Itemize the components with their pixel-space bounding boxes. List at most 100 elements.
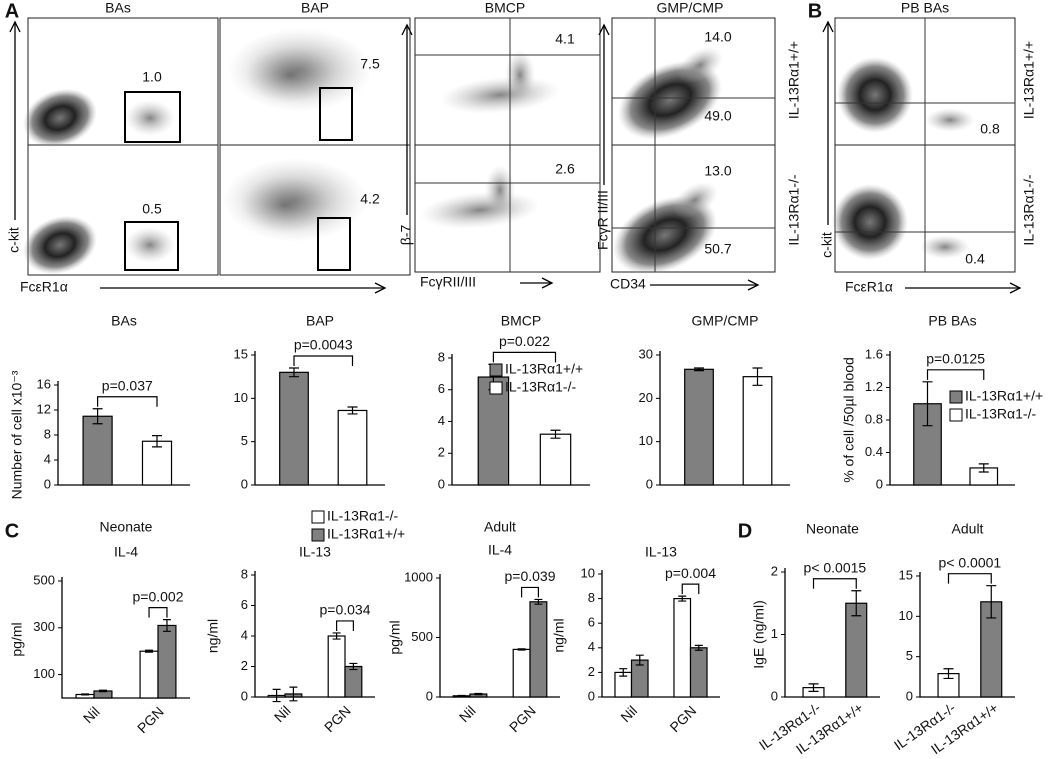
- bar: [529, 601, 548, 698]
- significance-bracket: [926, 369, 985, 380]
- error-bar: [922, 381, 933, 427]
- x-tick-label: Nil: [456, 702, 479, 725]
- flow-axis-label: β-7: [398, 225, 414, 246]
- group-title: Neonate: [100, 519, 153, 535]
- error-bar: [635, 654, 644, 666]
- p-value: p=0.0125: [926, 351, 985, 367]
- p-value: p=0.022: [499, 333, 550, 349]
- y-tick-label: 6: [241, 597, 248, 612]
- y-tick-label: 10: [234, 390, 248, 405]
- y-tick-label: 0: [876, 476, 883, 491]
- y-tick-label: 2: [771, 563, 778, 578]
- y-tick-label: 4: [44, 451, 51, 466]
- legend-label: IL-13Rα1+/+: [327, 526, 405, 542]
- error-bar: [534, 598, 543, 605]
- y-tick-label: 5: [241, 433, 248, 448]
- gate: [124, 91, 181, 143]
- y-tick-label: 8: [44, 426, 51, 441]
- bar: [327, 635, 346, 698]
- y-tick-label: 0: [44, 476, 51, 491]
- y-tick-label: 0.4: [865, 444, 883, 459]
- arrow-head: [822, 20, 834, 33]
- p-value: p=0.039: [505, 568, 556, 584]
- chart-title: Neonate: [806, 521, 859, 537]
- y-tick-label: 300: [33, 619, 55, 634]
- bar: [344, 665, 363, 698]
- cell-cloud: [125, 227, 175, 263]
- y-tick-label: 500: [33, 572, 55, 587]
- y-tick-label: 4: [588, 639, 595, 654]
- y-tick-label: 10: [639, 433, 653, 448]
- y-tick-label: 30: [639, 346, 653, 361]
- error-bar: [517, 648, 526, 651]
- chart-title: BMCP: [501, 313, 541, 329]
- x-tick-label: Nil: [617, 702, 640, 725]
- gate-value: 0.4: [965, 251, 985, 267]
- flow-axis-label: FcγRII/III: [420, 274, 476, 290]
- y-tick-label: 4: [438, 413, 445, 428]
- y-tick-label: 6: [588, 615, 595, 630]
- error-bar: [986, 585, 997, 619]
- error-bar: [752, 367, 763, 386]
- error-bar: [152, 435, 162, 448]
- cell-cloud: [245, 47, 335, 103]
- gate-value: 4.2: [360, 191, 380, 207]
- arrow-head: [9, 20, 21, 33]
- significance-bracket: [521, 586, 539, 598]
- panel-letter: D: [738, 520, 752, 542]
- bar: [477, 376, 510, 486]
- gate-value: 2.6: [555, 161, 575, 177]
- y-tick-label: 8: [588, 590, 595, 605]
- p-value: p=0.004: [665, 565, 716, 581]
- legend-swatch: [311, 528, 325, 542]
- chart-title: IL-4: [488, 542, 512, 558]
- y-tick-label: 0: [771, 688, 778, 703]
- chart-title: PB BAs: [928, 313, 976, 329]
- chart-title: Adult: [952, 521, 984, 537]
- cell-cloud: [240, 177, 330, 233]
- cell-cloud: [505, 50, 535, 100]
- x-tick-label: PGN: [666, 702, 699, 735]
- significance-bracket: [97, 396, 158, 407]
- error-bar: [289, 686, 298, 702]
- error-bar: [347, 406, 358, 415]
- y-tick-label: 8: [241, 566, 248, 581]
- y-tick-label: 4: [241, 627, 248, 642]
- cell-cloud: [485, 165, 515, 215]
- arrow-head: [1009, 282, 1022, 294]
- y-tick-label: 1.6: [865, 346, 883, 361]
- significance-bracket: [681, 583, 700, 595]
- group-title: Adult: [484, 519, 516, 535]
- panel-letter: A: [5, 0, 19, 22]
- bar: [673, 597, 692, 698]
- cell-cloud: [832, 184, 908, 260]
- cell-cloud: [672, 181, 718, 219]
- cell-cloud: [677, 46, 723, 84]
- y-tick-label: 2: [241, 658, 248, 673]
- gate-value: 0.5: [142, 201, 162, 217]
- x-tick-label: PGN: [506, 702, 539, 735]
- legend-swatch: [311, 510, 325, 524]
- genotype-label: IL-13Rα1-/-: [786, 174, 802, 245]
- arrow-head: [598, 23, 610, 36]
- gate-value: 0.8: [980, 121, 1000, 137]
- y-axis-label: IgE (ng/ml): [751, 600, 767, 668]
- arrow-head: [401, 23, 413, 36]
- cell-cloud: [23, 88, 97, 148]
- flow-axis-label: FcεR1α: [20, 279, 68, 295]
- gate: [124, 221, 179, 271]
- significance-bracket: [947, 573, 992, 584]
- y-axis-label: Number of cell x10⁻³: [9, 370, 25, 499]
- cell-cloud: [920, 235, 970, 259]
- flow-axis-label: FcγR II/III: [595, 190, 611, 250]
- y-tick-label: 100: [33, 666, 55, 681]
- flow-header: GMP/CMP: [657, 0, 724, 16]
- y-tick-label: 500: [411, 629, 433, 644]
- genotype-label: IL-13Rα1+/+: [1021, 41, 1037, 119]
- legend-label: IL-13Rα1-/-: [327, 508, 398, 524]
- p-value: p=0.002: [133, 588, 184, 604]
- error-bar: [474, 692, 483, 696]
- flow-header: PB BAs: [901, 0, 949, 16]
- y-tick-label: 0: [241, 688, 248, 703]
- chart-title: IL-13: [299, 544, 331, 560]
